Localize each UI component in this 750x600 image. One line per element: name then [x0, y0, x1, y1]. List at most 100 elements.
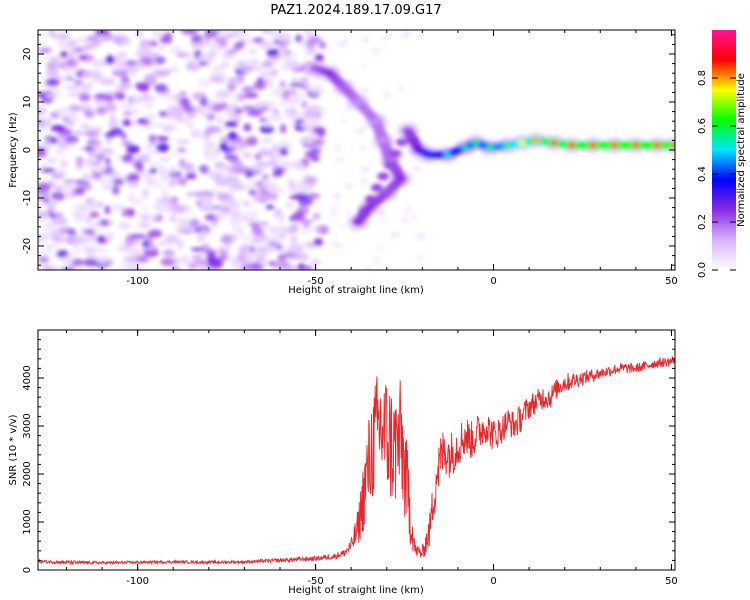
noise-blob: [303, 109, 317, 119]
ridge-core: [671, 142, 675, 148]
noise-blob: [185, 64, 202, 71]
noise-blob: [181, 253, 190, 262]
noise-blob: [125, 241, 132, 248]
ridge-mark: [383, 161, 396, 169]
noise-blob: [380, 215, 385, 223]
noise-blob: [55, 106, 72, 116]
noise-blob: [229, 102, 239, 109]
colorbar-tick-label: 0.6: [697, 118, 708, 134]
noise-blob: [181, 53, 197, 61]
noise-blob: [169, 46, 183, 55]
noise-blob: [245, 209, 260, 218]
snr-series-line: [38, 356, 675, 566]
noise-blob: [180, 30, 196, 35]
noise-blob: [208, 171, 216, 177]
noise-blob: [64, 68, 72, 76]
noise-blob: [154, 83, 168, 93]
noise-blob: [77, 54, 88, 60]
snr-y-ticks: 0 1000 2000 3000 4000: [22, 329, 675, 573]
noise-blob: [38, 210, 49, 219]
noise-blob: [398, 85, 405, 92]
noise-blob: [360, 143, 365, 152]
noise-blob: [281, 91, 290, 101]
ridge-core: [414, 147, 423, 153]
noise-blob: [258, 79, 272, 84]
noise-blob: [257, 145, 268, 150]
noise-blob: [274, 259, 290, 269]
noise-blob: [96, 256, 110, 264]
noise-blob: [105, 102, 117, 113]
noise-blob: [229, 182, 245, 191]
noise-blob: [365, 265, 372, 270]
noise-blob: [304, 30, 315, 39]
noise-blob: [290, 188, 302, 195]
noise-blob: [261, 178, 269, 186]
spectrogram-y-ticks: -20 -10 0 10 20: [22, 34, 675, 266]
noise-blob: [158, 166, 168, 176]
noise-blob: [126, 145, 140, 154]
noise-blob: [171, 66, 179, 73]
ridge-core: [354, 99, 363, 105]
colorbar-ticks: 0.0 0.2 0.4 0.6 0.8: [697, 70, 736, 278]
noise-blob: [191, 254, 205, 261]
noise-blob: [276, 226, 290, 235]
noise-blob: [82, 247, 95, 252]
noise-blob: [202, 249, 218, 255]
noise-blob: [331, 204, 337, 212]
noise-blob: [212, 103, 228, 110]
noise-blob: [243, 123, 252, 132]
noise-blob: [88, 223, 103, 229]
noise-blob: [378, 208, 388, 216]
noise-blob: [219, 61, 231, 69]
noise-blob: [226, 49, 237, 54]
noise-blob: [294, 118, 305, 125]
noise-blob: [271, 144, 281, 154]
noise-blob: [262, 136, 274, 144]
ridge-core: [340, 85, 349, 91]
noise-blob: [205, 125, 214, 136]
noise-blob: [68, 111, 78, 119]
noise-blob: [79, 123, 91, 130]
noise-blob: [329, 211, 338, 217]
noise-blob: [136, 118, 150, 125]
noise-blob: [311, 225, 323, 232]
noise-blob: [50, 183, 62, 189]
noise-blob: [226, 30, 243, 38]
noise-blob: [223, 106, 233, 114]
noise-blob: [57, 250, 69, 257]
noise-blob: [285, 144, 293, 149]
noise-blob: [220, 234, 232, 244]
noise-blob: [38, 256, 50, 263]
noise-blob: [65, 76, 74, 81]
noise-blob: [372, 145, 379, 152]
noise-blob: [60, 266, 76, 270]
ridge-core: [532, 137, 541, 143]
noise-blob: [38, 124, 48, 131]
noise-blob: [169, 178, 178, 186]
y-tick-label: -20: [22, 238, 33, 254]
noise-blob: [279, 147, 289, 156]
noise-blob: [93, 247, 108, 252]
noise-blob: [173, 117, 186, 123]
noise-blob: [134, 237, 142, 246]
noise-blob: [63, 83, 72, 91]
noise-blob: [219, 197, 235, 203]
noise-blob: [164, 234, 180, 245]
noise-blob: [377, 245, 384, 251]
noise-blob: [105, 171, 122, 179]
noise-blob: [261, 41, 270, 48]
noise-blob: [113, 92, 125, 100]
noise-blob: [84, 198, 96, 203]
noise-blob: [227, 113, 235, 119]
snr-frame: [37, 329, 676, 571]
noise-blob: [130, 108, 140, 116]
noise-blob: [206, 102, 214, 112]
noise-blob: [73, 79, 84, 86]
noise-blob: [167, 95, 177, 101]
noise-blob: [342, 37, 349, 46]
snr-x-axis-label: Height of straight line (km): [288, 585, 424, 596]
noise-blob: [66, 44, 80, 52]
colorbar: 0.0 0.2 0.4 0.6 0.8 Normalized spectral ampl…: [697, 30, 747, 278]
noise-blob: [107, 122, 119, 127]
noise-blob: [74, 203, 87, 213]
